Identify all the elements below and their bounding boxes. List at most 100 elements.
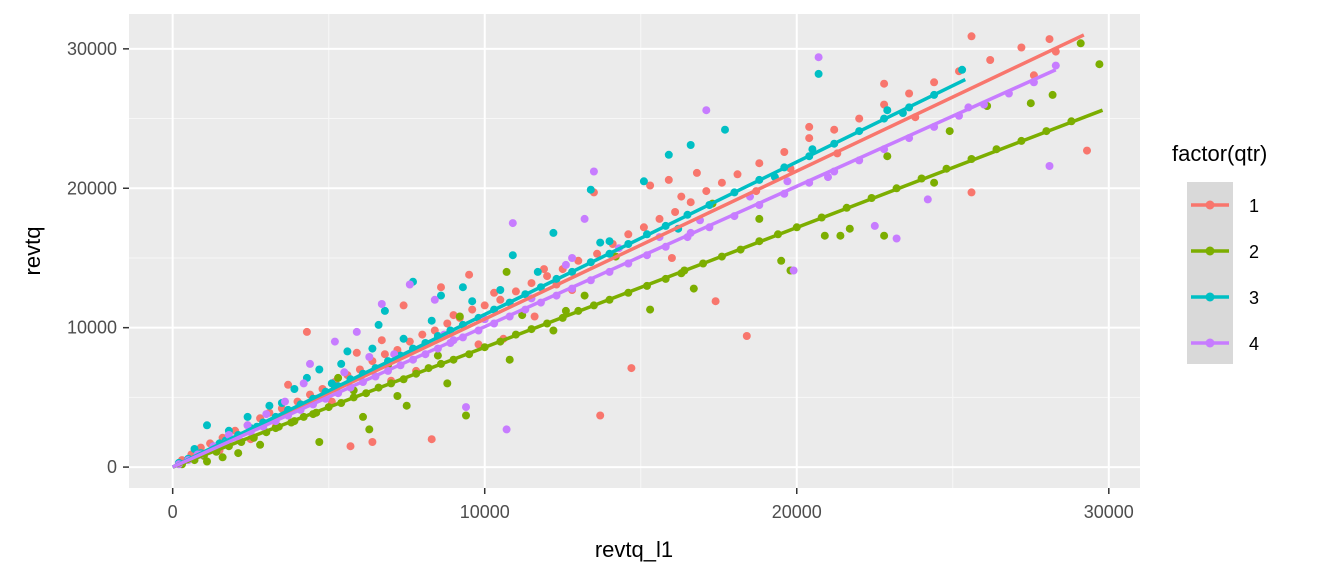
data-point-qtr-2 <box>930 178 939 187</box>
data-point-qtr-3 <box>380 306 389 315</box>
data-point-qtr-1 <box>284 380 293 389</box>
data-point-qtr-1 <box>443 319 452 328</box>
data-point-qtr-4 <box>262 410 271 419</box>
data-point-qtr-3 <box>458 283 467 292</box>
data-point-qtr-1 <box>664 175 673 184</box>
data-point-qtr-4 <box>340 368 349 377</box>
data-point-qtr-1 <box>465 270 474 279</box>
data-point-qtr-4 <box>702 106 711 115</box>
data-point-qtr-1 <box>574 256 583 265</box>
data-point-qtr-2 <box>203 457 211 466</box>
data-point-qtr-2 <box>1026 99 1035 108</box>
data-point-qtr-2 <box>836 231 845 240</box>
data-point-qtr-4 <box>568 254 577 262</box>
data-point-qtr-1 <box>677 192 686 201</box>
data-point-qtr-2 <box>1076 39 1085 48</box>
data-point-qtr-4 <box>892 234 901 243</box>
data-point-qtr-3 <box>808 145 817 154</box>
data-point-qtr-1 <box>380 350 389 359</box>
data-point-qtr-4 <box>508 219 517 228</box>
data-point-qtr-4 <box>589 167 598 176</box>
data-point-qtr-2 <box>359 412 367 421</box>
x-tick-label: 30000 <box>1084 502 1134 522</box>
legend-label-1: 1 <box>1249 196 1259 216</box>
data-point-qtr-3 <box>605 237 614 246</box>
data-point-qtr-1 <box>543 272 552 281</box>
data-point-qtr-4 <box>405 280 414 289</box>
data-point-qtr-3 <box>203 421 211 430</box>
data-point-qtr-1 <box>627 364 636 373</box>
data-point-qtr-2 <box>402 401 411 410</box>
data-point-qtr-1 <box>742 332 751 340</box>
data-point-qtr-1 <box>277 404 286 413</box>
data-point-qtr-3 <box>721 125 729 134</box>
data-point-qtr-4 <box>365 353 374 361</box>
legend-key-point-3 <box>1205 292 1215 302</box>
trend-lines <box>171 33 1104 469</box>
data-point-qtr-1 <box>540 265 548 274</box>
data-point-qtr-1 <box>755 159 764 168</box>
data-point-qtr-1 <box>624 230 633 239</box>
data-point-qtr-1 <box>302 327 311 336</box>
y-axis-title: revtq <box>20 227 45 276</box>
data-point-qtr-1 <box>480 301 489 310</box>
data-point-qtr-2 <box>845 224 854 233</box>
data-point-qtr-3 <box>265 401 274 410</box>
major-gridlines <box>129 14 1140 488</box>
data-point-qtr-1 <box>196 443 205 452</box>
data-point-qtr-1 <box>1045 35 1054 44</box>
data-point-qtr-2 <box>455 312 464 321</box>
data-point-qtr-3 <box>327 379 336 388</box>
data-point-qtr-1 <box>702 187 711 196</box>
data-point-qtr-1 <box>593 249 602 258</box>
data-point-qtr-1 <box>449 311 458 320</box>
data-point-qtr-2 <box>883 152 892 161</box>
data-point-qtr-4 <box>502 425 511 434</box>
data-point-qtr-3 <box>596 238 605 247</box>
data-point-qtr-4 <box>824 173 832 182</box>
data-point-qtr-1 <box>805 122 814 131</box>
data-point-qtr-4 <box>462 403 470 412</box>
data-point-qtr-2 <box>218 453 227 462</box>
data-point-qtr-2 <box>393 392 402 400</box>
data-point-qtr-3 <box>686 141 695 149</box>
y-tick-label: 0 <box>107 457 117 477</box>
x-tick-label: 0 <box>168 502 178 522</box>
data-point-qtr-1 <box>711 297 720 306</box>
legend-key-point-2 <box>1205 246 1215 256</box>
legend: factor(qtr) 1 2 3 4 <box>1172 141 1267 364</box>
minor-gridlines <box>129 14 1140 488</box>
data-point-qtr-1 <box>511 287 520 296</box>
data-point-qtr-1 <box>474 340 483 349</box>
x-tick-label: 10000 <box>460 502 510 522</box>
data-point-qtr-1 <box>496 295 505 304</box>
data-point-qtr-2 <box>443 379 452 388</box>
data-point-qtr-1 <box>527 279 536 288</box>
data-point-qtr-2 <box>945 127 954 136</box>
data-point-qtr-3 <box>243 412 252 421</box>
data-point-qtr-1 <box>468 305 477 314</box>
data-point-qtr-4 <box>580 214 589 223</box>
data-point-qtr-2 <box>256 440 265 449</box>
legend-key-background <box>1187 182 1233 364</box>
data-point-qtr-3 <box>533 267 542 276</box>
data-point-qtr-3 <box>549 228 558 237</box>
data-point-qtr-1 <box>905 89 914 98</box>
data-point-qtr-1 <box>490 288 499 297</box>
legend-title: factor(qtr) <box>1172 141 1267 166</box>
y-tick-label: 20000 <box>67 178 117 198</box>
data-point-qtr-1 <box>405 337 414 346</box>
y-tick-label: 30000 <box>67 39 117 59</box>
data-point-qtr-1 <box>346 442 355 451</box>
data-point-qtr-1 <box>880 79 889 88</box>
data-point-qtr-3 <box>374 320 383 329</box>
data-point-qtr-2 <box>234 449 243 458</box>
data-point-qtr-1 <box>855 114 864 123</box>
data-point-qtr-2 <box>502 267 511 276</box>
data-point-qtr-4 <box>281 397 289 406</box>
data-point-qtr-3 <box>437 291 445 300</box>
data-point-qtr-2 <box>1048 90 1057 99</box>
data-point-qtr-2 <box>880 231 889 240</box>
data-point-qtr-3 <box>368 344 377 353</box>
data-point-qtr-3 <box>290 385 299 393</box>
